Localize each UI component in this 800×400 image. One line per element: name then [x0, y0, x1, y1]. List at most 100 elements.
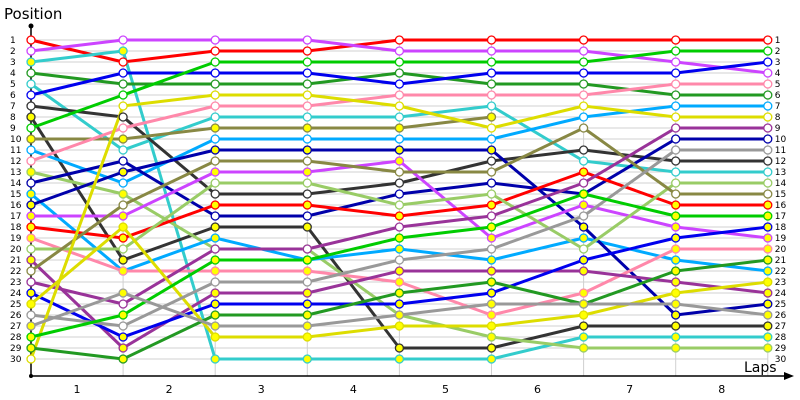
position-marker-icon — [394, 189, 405, 199]
position-marker-icon — [486, 233, 497, 243]
y-tick-label: 17 — [775, 212, 786, 222]
position-marker-icon — [671, 178, 681, 188]
position-marker-icon — [578, 343, 589, 353]
position-marker-icon — [302, 101, 312, 111]
driver-markers — [26, 35, 773, 364]
position-marker-icon — [394, 123, 405, 133]
position-marker-icon — [210, 145, 220, 155]
position-marker-icon — [394, 310, 405, 320]
position-marker-icon — [763, 310, 773, 320]
position-marker-icon — [26, 244, 36, 254]
position-marker-icon — [671, 46, 681, 56]
y-tick-label: 26 — [10, 311, 22, 321]
position-marker-icon — [578, 266, 589, 276]
position-marker-icon — [578, 211, 589, 221]
y-tick-label: 28 — [10, 333, 22, 343]
y-tick-label: 4 — [775, 69, 781, 79]
position-marker-icon — [394, 178, 405, 188]
position-marker-icon — [118, 123, 128, 133]
y-tick-label: 7 — [775, 102, 781, 112]
position-marker-icon — [26, 178, 36, 188]
position-marker-icon — [302, 90, 312, 100]
position-marker-icon — [578, 112, 589, 122]
position-marker-icon — [578, 255, 589, 265]
y-tick-label: 10 — [775, 135, 787, 145]
position-marker-icon — [394, 156, 405, 166]
position-marker-icon — [394, 200, 405, 210]
position-marker-icon — [671, 123, 681, 133]
position-marker-icon — [671, 57, 681, 67]
y-tick-label: 11 — [10, 146, 21, 156]
position-marker-icon — [763, 332, 773, 342]
position-marker-icon — [763, 35, 773, 45]
position-marker-icon — [302, 255, 312, 265]
position-marker-icon — [763, 90, 773, 100]
position-marker-icon — [26, 299, 36, 309]
position-marker-icon — [302, 79, 312, 89]
position-marker-icon — [26, 57, 36, 67]
position-marker-icon — [486, 310, 497, 320]
position-marker-icon — [486, 266, 497, 276]
position-marker-icon — [210, 178, 220, 188]
y-tick-label: 4 — [10, 69, 16, 79]
y-tick-label: 15 — [775, 190, 786, 200]
y-tick-label: 25 — [10, 300, 21, 310]
lap-tick-labels: 1 2 3 4 5 6 7 8 — [74, 383, 726, 396]
position-marker-icon — [394, 79, 405, 89]
y-tick-label: 20 — [775, 245, 787, 255]
position-marker-icon — [118, 266, 128, 276]
position-marker-icon — [210, 354, 220, 364]
position-marker-icon — [210, 156, 220, 166]
y-tick-label: 6 — [10, 91, 16, 101]
y-tick-label: 14 — [10, 179, 22, 189]
position-marker-icon — [394, 112, 405, 122]
position-marker-icon — [763, 343, 773, 353]
position-marker-icon — [671, 288, 681, 298]
position-marker-icon — [302, 123, 312, 133]
position-marker-icon — [486, 101, 497, 111]
position-marker-icon — [26, 46, 36, 56]
position-marker-icon — [26, 354, 36, 364]
position-marker-icon — [210, 299, 220, 309]
position-marker-icon — [486, 35, 497, 45]
position-marker-icon — [26, 343, 36, 353]
position-marker-icon — [302, 178, 312, 188]
lap-tick-label: 5 — [442, 383, 449, 396]
position-marker-icon — [578, 35, 589, 45]
position-marker-icon — [763, 200, 773, 210]
y-tick-label: 28 — [775, 333, 787, 343]
y-tick-label: 19 — [10, 234, 22, 244]
position-marker-icon — [578, 167, 589, 177]
position-marker-icon — [394, 68, 405, 78]
position-marker-icon — [302, 189, 312, 199]
position-marker-icon — [671, 222, 681, 232]
position-marker-icon — [26, 68, 36, 78]
position-marker-icon — [302, 211, 312, 221]
position-marker-icon — [210, 189, 220, 199]
position-marker-icon — [210, 112, 220, 122]
position-marker-icon — [26, 35, 36, 45]
position-marker-icon — [26, 101, 36, 111]
position-marker-icon — [210, 35, 220, 45]
position-marker-icon — [118, 233, 128, 243]
position-marker-icon — [394, 211, 405, 221]
y-tick-label: 18 — [775, 223, 787, 233]
position-marker-icon — [118, 156, 128, 166]
position-marker-icon — [763, 321, 773, 331]
position-marker-icon — [671, 310, 681, 320]
position-marker-icon — [302, 354, 312, 364]
position-marker-icon — [486, 46, 497, 56]
position-marker-icon — [486, 90, 497, 100]
position-marker-icon — [671, 101, 681, 111]
y-tick-label: 16 — [775, 201, 787, 211]
position-marker-icon — [763, 233, 773, 243]
position-marker-icon — [302, 200, 312, 210]
y-tick-label: 12 — [10, 157, 21, 167]
position-marker-icon — [394, 255, 405, 265]
position-marker-icon — [394, 134, 405, 144]
position-marker-icon — [210, 46, 220, 56]
position-marker-icon — [302, 57, 312, 67]
position-marker-icon — [26, 200, 36, 210]
position-marker-icon — [394, 343, 405, 353]
